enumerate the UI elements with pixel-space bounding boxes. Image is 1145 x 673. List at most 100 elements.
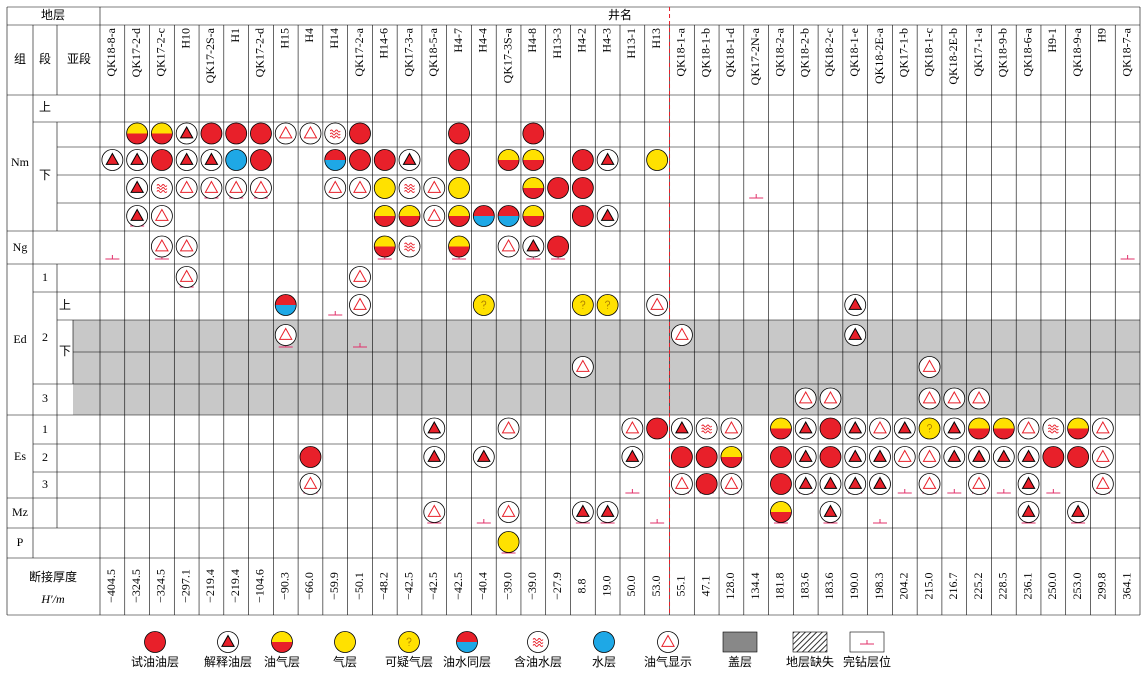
symbol-wave xyxy=(701,430,713,434)
well-symbol xyxy=(175,122,198,145)
symbol-outline xyxy=(547,235,569,258)
well-symbol xyxy=(547,235,569,258)
well-symbol xyxy=(547,177,569,199)
symbol-half xyxy=(1067,428,1089,439)
symbol-triangle xyxy=(179,125,194,139)
symbol-mark xyxy=(927,424,932,433)
thickness-value: 215.0 xyxy=(921,573,935,600)
well-symbol xyxy=(794,473,817,495)
well-symbol xyxy=(918,417,941,440)
well-symbol xyxy=(770,417,792,440)
legend-label: 盖层 xyxy=(728,655,752,669)
legend-label: 试油油层 xyxy=(131,654,179,669)
well-symbol xyxy=(126,205,149,227)
thickness-value: −42.5 xyxy=(401,572,415,600)
legend-label: 完钻层位 xyxy=(843,654,891,669)
well-symbol xyxy=(175,149,198,171)
member-label: 3 xyxy=(42,391,48,405)
well-symbol xyxy=(151,235,173,258)
well-symbol xyxy=(571,149,594,171)
symbol-half xyxy=(126,133,148,144)
well-symbol xyxy=(472,294,495,316)
well-symbol xyxy=(770,473,792,495)
symbol-wave xyxy=(404,245,415,249)
symbol-triangle xyxy=(674,420,689,434)
submember-label: 上 xyxy=(59,298,71,312)
symbol-triangle xyxy=(427,420,442,434)
symbol-outline xyxy=(1067,446,1089,468)
well-name: QK18-5-a xyxy=(426,27,440,76)
well-symbol xyxy=(448,149,470,171)
symbol-triangle xyxy=(947,390,962,404)
symbol-half xyxy=(522,205,544,216)
well-symbol xyxy=(472,446,495,468)
symbol-triangle xyxy=(501,504,516,517)
well-name: H4-2 xyxy=(575,28,589,53)
well-symbol xyxy=(151,205,173,227)
symbol-wave xyxy=(532,644,544,647)
header-wells: 井名 xyxy=(608,7,632,22)
completion-marker xyxy=(897,489,912,494)
symbol-outline xyxy=(497,149,520,171)
well-symbol xyxy=(1042,417,1065,440)
symbol-outline xyxy=(398,205,421,227)
symbol-outline xyxy=(200,122,223,145)
symbol-half xyxy=(720,457,742,468)
symbol-triangle xyxy=(427,208,442,221)
member-label: 1 xyxy=(42,422,48,436)
symbol-triangle xyxy=(130,180,145,193)
well-symbol xyxy=(126,122,149,145)
symbol-triangle xyxy=(661,634,675,647)
symbol-triangle xyxy=(848,297,863,310)
well-symbol xyxy=(299,122,322,145)
symbol-triangle xyxy=(105,152,120,165)
thickness-value: 225.2 xyxy=(971,573,985,600)
symbol-half xyxy=(770,428,792,439)
well-name: QK18-6-a xyxy=(1020,27,1034,76)
symbol-wave xyxy=(329,135,341,139)
well-symbol xyxy=(373,205,396,227)
symbol-triangle xyxy=(221,634,235,647)
symbol-half xyxy=(324,149,346,160)
well-name: QK18-2E-b xyxy=(946,28,960,85)
well-symbol xyxy=(349,177,371,199)
symbol-outline xyxy=(522,205,545,227)
well-symbol xyxy=(101,149,124,171)
symbol-outline xyxy=(522,122,545,145)
well-name: H4-8 xyxy=(525,28,539,53)
symbol-triangle xyxy=(873,420,887,434)
symbol-outline xyxy=(646,417,669,440)
symbol-wave xyxy=(329,129,341,133)
symbol-wave xyxy=(404,242,415,246)
symbol-triangle xyxy=(947,449,962,462)
symbol-half xyxy=(522,188,544,199)
well-name: QK17-3S-a xyxy=(500,27,514,83)
legend-label: 含油水层 xyxy=(514,654,562,669)
symbol-outline xyxy=(271,631,293,653)
well-symbol xyxy=(423,417,446,440)
well-name: H15 xyxy=(277,28,291,49)
symbol-half xyxy=(993,428,1015,439)
well-symbol xyxy=(225,122,248,145)
symbol-outline xyxy=(373,235,396,258)
group-label: Nm xyxy=(11,155,30,169)
thickness-value: −59.9 xyxy=(327,572,341,600)
well-symbol xyxy=(918,356,941,378)
well-symbol xyxy=(968,387,990,410)
submember-label: 上 xyxy=(39,100,51,114)
symbol-half xyxy=(151,123,173,134)
well-symbol xyxy=(646,149,669,171)
symbol-cap xyxy=(722,631,758,653)
well-symbol xyxy=(819,446,842,468)
well-symbol xyxy=(819,387,842,410)
thickness-value: 228.5 xyxy=(996,573,1010,600)
completion-marker xyxy=(1046,489,1061,494)
submember-label: 下 xyxy=(59,344,71,358)
well-symbol xyxy=(1017,417,1040,440)
well-name: H4 xyxy=(302,28,316,43)
member-label: 3 xyxy=(42,477,48,491)
legend-item: 油气显示 xyxy=(644,631,692,669)
well-name: QK17-2S-a xyxy=(203,27,217,83)
well-symbol xyxy=(398,205,421,227)
symbol-outline xyxy=(720,446,743,468)
